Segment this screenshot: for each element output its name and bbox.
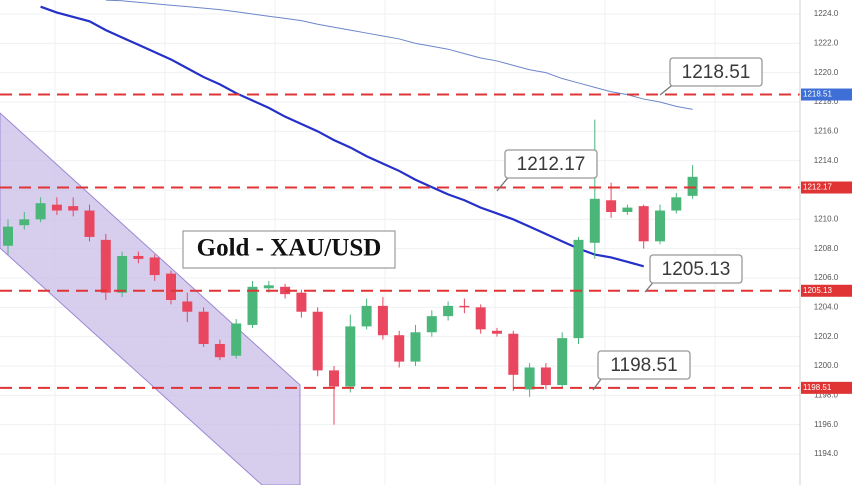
- candle-body: [492, 330, 502, 334]
- candle-body: [166, 273, 176, 300]
- chart-title: Gold - XAU/USD: [197, 235, 382, 262]
- candle-body: [51, 204, 62, 211]
- y-tick-label: 1224.0: [814, 9, 839, 18]
- candle-body: [540, 367, 551, 386]
- candle-body: [443, 305, 454, 317]
- callout-box: [669, 57, 763, 87]
- candle-body: [263, 285, 274, 289]
- y-tick-label: 1194.0: [814, 449, 838, 458]
- price-axis: [800, 0, 852, 485]
- candle-body: [3, 226, 13, 246]
- y-tick-label: 1220.0: [814, 68, 839, 77]
- candle-body: [394, 335, 405, 362]
- candle-body: [19, 219, 30, 226]
- candle-body: [214, 344, 225, 358]
- price-tag-label: 1218.51: [803, 90, 832, 99]
- callouts: 1218.51 1212.17 1205.13 1198.51: [496, 57, 763, 391]
- candle-body: [35, 203, 46, 220]
- y-tick-label: 1218.0: [814, 97, 839, 106]
- trend-channel: [0, 112, 301, 485]
- candle-body: [117, 256, 128, 293]
- y-tick-label: 1196.0: [814, 420, 838, 429]
- candle-body: [622, 207, 633, 212]
- price-axis-labels: 1194.0 1196.0 1198.0 1200.0 1202.0 1204.0 1206…: [801, 9, 852, 458]
- y-tick-label: 1222.0: [814, 38, 839, 47]
- candle-body: [524, 367, 535, 390]
- candle-body: [68, 206, 79, 211]
- candle-body: [475, 307, 486, 330]
- candle-body: [459, 305, 470, 308]
- candle-body: [231, 323, 242, 356]
- callout-label: 1212.17: [517, 154, 586, 175]
- candle-body: [589, 198, 600, 243]
- price-tag-label: 1198.51: [803, 383, 832, 392]
- candle-body: [508, 333, 519, 375]
- moving-average-line: [40, 5, 644, 268]
- callout-box: [504, 149, 598, 179]
- y-tick-label: 1204.0: [814, 302, 839, 311]
- candle-body: [410, 332, 421, 362]
- candle-body: [606, 200, 617, 212]
- y-tick-label: 1208.0: [814, 244, 839, 253]
- candle-body: [84, 210, 95, 237]
- price-tag: [801, 381, 852, 394]
- candle-body: [345, 326, 356, 387]
- candle-body: [655, 210, 665, 242]
- callout-label: 1205.13: [662, 259, 731, 280]
- price-tag: [801, 181, 852, 194]
- y-tick-label: 1198.0: [814, 390, 838, 399]
- callout-box: [649, 254, 743, 284]
- candle-body: [638, 206, 649, 242]
- callout-box: [597, 350, 691, 380]
- callout-label: 1218.51: [682, 62, 751, 83]
- candle-body: [296, 292, 307, 312]
- y-tick-label: 1202.0: [814, 332, 839, 341]
- candle-body: [573, 239, 584, 339]
- callout-label: 1198.51: [610, 355, 677, 376]
- plot: [0, 0, 800, 425]
- price-tag-label: 1212.17: [803, 183, 832, 192]
- price-tag: [801, 88, 852, 101]
- candle-body: [312, 311, 323, 371]
- candle-body: [149, 257, 160, 276]
- title-box: [182, 230, 396, 269]
- candle-body: [361, 305, 372, 327]
- price-tag-label: 1205.13: [803, 286, 832, 295]
- moving-average-line: [105, 0, 693, 110]
- candle-body: [329, 370, 339, 387]
- candle-body: [426, 316, 437, 333]
- candle-body: [198, 311, 209, 344]
- price-tag: [801, 284, 852, 297]
- candle-body: [671, 197, 682, 211]
- candle-body: [100, 239, 111, 293]
- y-tick-label: 1206.0: [814, 273, 839, 282]
- candle-body: [377, 305, 388, 336]
- y-tick-label: 1200.0: [814, 361, 839, 370]
- y-tick-label: 1210.0: [814, 214, 839, 223]
- candle-body: [687, 176, 698, 196]
- y-tick-label: 1216.0: [814, 126, 839, 135]
- y-tick-label: 1214.0: [814, 156, 839, 165]
- candle-body: [133, 256, 144, 259]
- candle-body: [557, 338, 568, 386]
- candle-body: [247, 286, 258, 325]
- candle-body: [182, 301, 193, 312]
